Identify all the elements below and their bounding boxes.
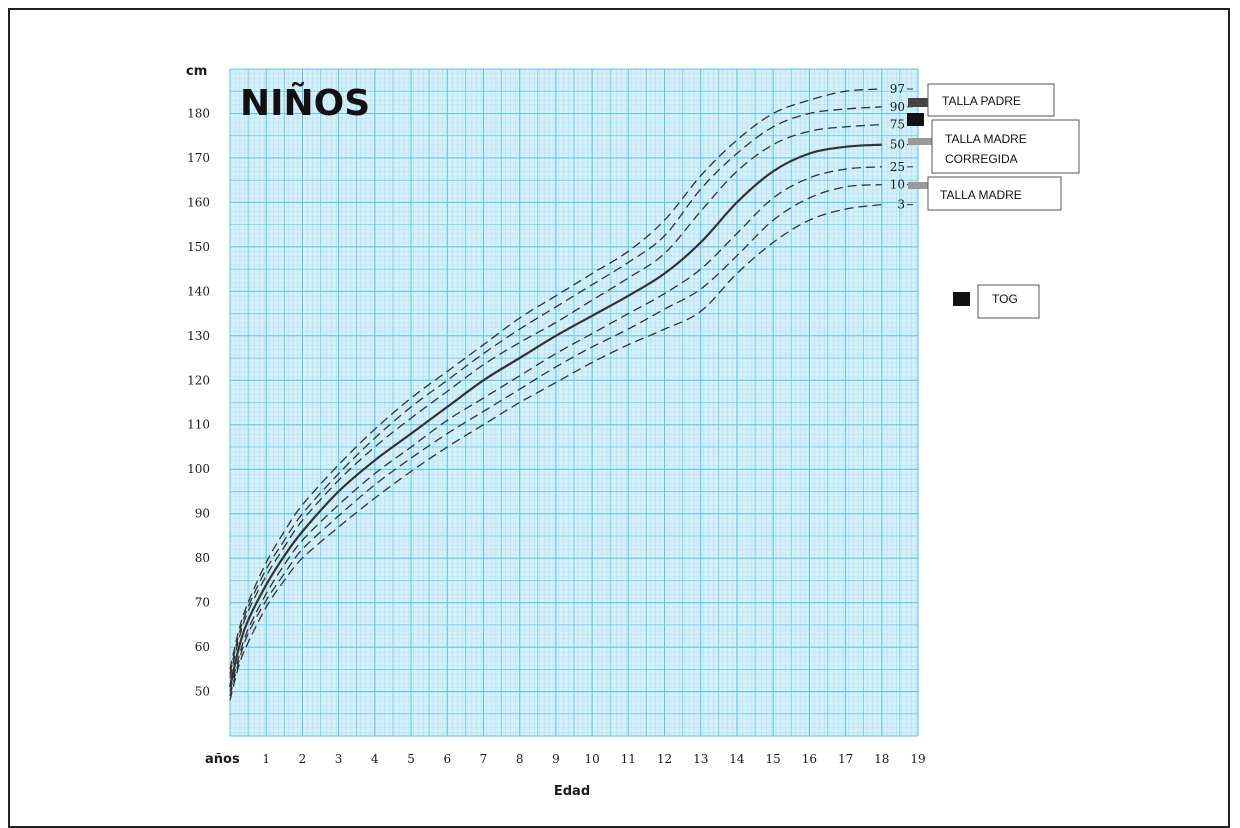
legend-label-talla-madre-corregida: TALLA MADRE CORREGIDA (945, 132, 1027, 166)
percentile-curve-90 (229, 106, 882, 674)
percentile-curve-75 (229, 123, 882, 679)
percentile-labels: 97 90 75 50 25 10 3 (890, 82, 913, 212)
percentile-label-10: 10 (890, 178, 905, 192)
x-axis-label: Edad (554, 784, 590, 799)
x-tick-label: 18 (874, 752, 889, 766)
y-tick-label: 160 (187, 195, 210, 209)
legend-marker-talla-madre (908, 182, 938, 189)
percentile-curve-25 (229, 166, 882, 692)
x-tick-label: 9 (552, 752, 560, 766)
x-tick-label: 14 (729, 752, 745, 766)
x-tick-label: 5 (407, 752, 415, 766)
y-tick-label: 140 (187, 284, 210, 298)
x-tick-label: 4 (371, 752, 379, 766)
legend-box-talla-madre (927, 176, 1062, 211)
percentile-curves (228, 88, 882, 701)
y-tick-label: 90 (195, 507, 210, 521)
legend-label-talla-padre: TALLA PADRE (942, 94, 1021, 108)
legend: TALLA PADRE TALLA MADRE CORREGIDA TALLA MAD… (907, 83, 1080, 319)
x-tick-label: 19 (910, 752, 925, 766)
x-tick-label: 12 (657, 752, 672, 766)
y-tick-label: 180 (187, 106, 210, 120)
percentile-curve-50 (228, 143, 882, 688)
legend-box-tog (977, 284, 1040, 319)
y-tick-label: 130 (187, 329, 210, 343)
x-tick-label: 8 (516, 752, 524, 766)
legend-marker-talla-madre-corregida (908, 138, 938, 145)
legend-marker-point (907, 113, 924, 126)
y-tick-label: 60 (195, 640, 210, 654)
legend-box-talla-padre (927, 83, 1055, 117)
legend-label-talla-madre: TALLA MADRE (940, 188, 1022, 202)
percentile-label-25: 25 (890, 160, 905, 174)
x-tick-label: 7 (480, 752, 488, 766)
percentile-curve-3 (229, 203, 882, 701)
chart-title: NIÑOS (240, 82, 370, 124)
percentile-label-90: 90 (890, 100, 905, 114)
percentile-curve-10 (229, 183, 882, 697)
x-tick-label: 1 (262, 752, 270, 766)
x-tick-label: 6 (443, 752, 451, 766)
y-tick-label: 50 (195, 685, 210, 699)
legend-marker-talla-padre (908, 98, 938, 107)
y-tick-label: 120 (187, 373, 210, 387)
x-tick-label: 16 (802, 752, 817, 766)
legend-marker-tog (953, 292, 970, 306)
y-tick-labels: 50 60 70 80 90 100 110 120 130 140 150 160 170 180 (187, 106, 210, 698)
y-tick-label: 110 (187, 418, 210, 432)
y-axis-label: cm (186, 64, 207, 79)
x-tick-label: 17 (838, 752, 853, 766)
y-tick-label: 80 (195, 551, 210, 565)
x-tick-label: 10 (584, 752, 599, 766)
y-tick-label: 100 (187, 462, 210, 476)
percentile-label-97: 97 (890, 82, 905, 96)
y-tick-label: 170 (187, 151, 210, 165)
y-tick-label: 70 (195, 596, 210, 610)
percentile-label-3: 3 (897, 198, 905, 212)
percentile-curve-97 (229, 88, 882, 670)
x-tick-label: 11 (621, 752, 636, 766)
percentile-label-75: 75 (890, 118, 905, 132)
legend-box-talla-madre-corregida (931, 119, 1080, 174)
x-tick-label: 3 (335, 752, 343, 766)
x-tick-label: 2 (299, 752, 307, 766)
x-tick-label: 13 (693, 752, 708, 766)
grid-lines (229, 68, 919, 737)
legend-label-tog: TOG (992, 292, 1018, 306)
x-tick-label: 15 (766, 752, 781, 766)
x-axis-prefix: años (205, 752, 240, 767)
y-tick-label: 150 (187, 240, 210, 254)
x-tick-labels: 1 2 3 4 5 6 7 8 9 10 11 12 13 14 15 16 17 18 19 (262, 752, 925, 766)
percentile-label-50: 50 (890, 138, 905, 152)
